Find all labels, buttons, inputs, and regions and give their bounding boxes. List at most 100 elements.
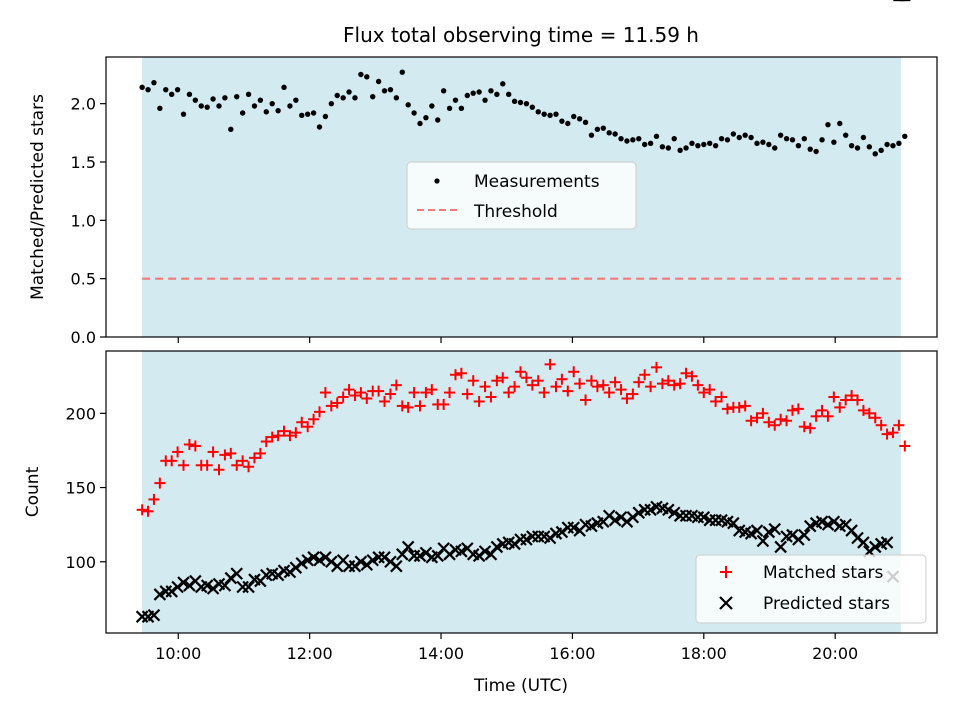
measurements-point [701, 141, 707, 148]
measurements-point [630, 137, 636, 143]
measurements-point [730, 131, 737, 137]
measurements-point [464, 92, 471, 99]
matched-stars-point [645, 381, 657, 393]
x-tick-label: 10:00 [155, 644, 201, 663]
matched-stars-point [775, 413, 787, 425]
measurements-point [766, 141, 772, 148]
measurements-point [831, 139, 837, 145]
matched-stars-point [148, 493, 160, 505]
measurements-point [683, 145, 689, 151]
matched-stars-point [509, 381, 521, 393]
matched-stars-point [745, 415, 757, 427]
matched-stars-point [237, 455, 249, 467]
matched-stars-point [881, 428, 893, 440]
matched-stars-point [899, 440, 911, 452]
measurements-point [878, 147, 884, 154]
measurements-point [281, 84, 287, 91]
measurements-point [358, 71, 364, 78]
measurements-point [440, 88, 447, 94]
measurements-point [511, 98, 518, 105]
measurements-point [624, 138, 630, 144]
matched-stars-point [887, 427, 899, 439]
matched-stars-point [254, 447, 266, 459]
predicted-stars-point [230, 567, 244, 580]
measurements-point [370, 93, 376, 100]
matched-stars-point [580, 394, 592, 406]
measurements-point [837, 120, 843, 127]
measurements-point [884, 141, 890, 148]
measurements-point [476, 89, 482, 95]
matched-stars-point [243, 461, 255, 473]
measurements-point [848, 142, 855, 149]
matched-stars-point [278, 425, 290, 437]
matched-stars-point [201, 459, 213, 471]
measurements-point [612, 131, 618, 137]
matched-stars-point [178, 459, 190, 471]
measurements-point [718, 135, 725, 142]
measurements-point [494, 91, 500, 98]
matched-stars-point [875, 419, 887, 431]
matched-stars-point [219, 449, 231, 461]
ratio-panel: 0.00.51.01.52.0 Matched/Predicted stars … [28, 56, 938, 347]
measurements-point [801, 135, 808, 142]
matched-stars-point [585, 375, 597, 387]
measurements-point [736, 134, 742, 141]
matched-stars-point [142, 505, 154, 517]
chart-title: Flux total observing time = 11.59 h [343, 23, 699, 47]
matched-stars-point [597, 379, 609, 391]
measurements-point [399, 69, 405, 75]
matched-stars-point [467, 375, 479, 387]
measurements-point [795, 142, 802, 149]
measurements-point [381, 88, 388, 94]
measurements-point [346, 89, 352, 95]
matched-stars-point [284, 430, 296, 442]
matched-stars-point [449, 369, 461, 381]
matched-stars-point [515, 366, 527, 378]
matched-stars-point [662, 375, 674, 387]
ratio-legend-box [406, 161, 637, 230]
matched-stars-point [816, 404, 828, 416]
matched-stars-point [402, 401, 414, 413]
measurements-point [257, 97, 264, 103]
y-tick-label: 1.5 [71, 153, 96, 172]
measurements-point [523, 100, 530, 107]
matched-stars-point [331, 397, 343, 409]
matched-stars-point [769, 419, 781, 431]
measurements-point [576, 116, 583, 122]
matched-stars-point [828, 391, 840, 403]
matched-stars-point [834, 401, 846, 413]
y-tick-label: 1.0 [71, 211, 96, 230]
matched-stars-point [266, 431, 278, 443]
matched-stars-point [272, 430, 284, 442]
matched-stars-point [183, 439, 195, 451]
matched-stars-point [154, 477, 166, 489]
measurements-point [659, 144, 666, 150]
count-axis-ticks: 100 150 200 10:00 12:00 14:00 16:00 18:00 20:00 [65, 404, 858, 663]
measurements-point [423, 114, 429, 121]
legend-threshold-label: Threshold [473, 202, 558, 222]
matched-stars-point [207, 446, 219, 458]
matched-stars-point [473, 395, 485, 407]
y-tick-label: 200 [65, 404, 96, 423]
matched-stars-point [810, 410, 822, 422]
measurements-point [565, 120, 571, 127]
measurements-point [393, 95, 400, 101]
matched-stars-point [379, 395, 391, 407]
measurements-point [198, 103, 204, 109]
measurements-point [210, 96, 216, 102]
matched-stars-point [325, 400, 337, 412]
matched-stars-point [414, 400, 426, 412]
measurements-point [352, 95, 358, 101]
measurements-point [304, 111, 311, 117]
matched-stars-point [390, 379, 402, 391]
matched-stars-point [857, 404, 869, 416]
measurements-point [458, 105, 465, 112]
matched-stars-point [721, 403, 733, 415]
matched-stars-point [633, 376, 645, 388]
measurements-point [435, 117, 441, 123]
matched-stars-point [361, 392, 373, 404]
measurements-point [429, 103, 435, 109]
measurements-point [328, 100, 335, 107]
measurements-point [571, 113, 577, 120]
matched-stars-point [337, 391, 349, 403]
